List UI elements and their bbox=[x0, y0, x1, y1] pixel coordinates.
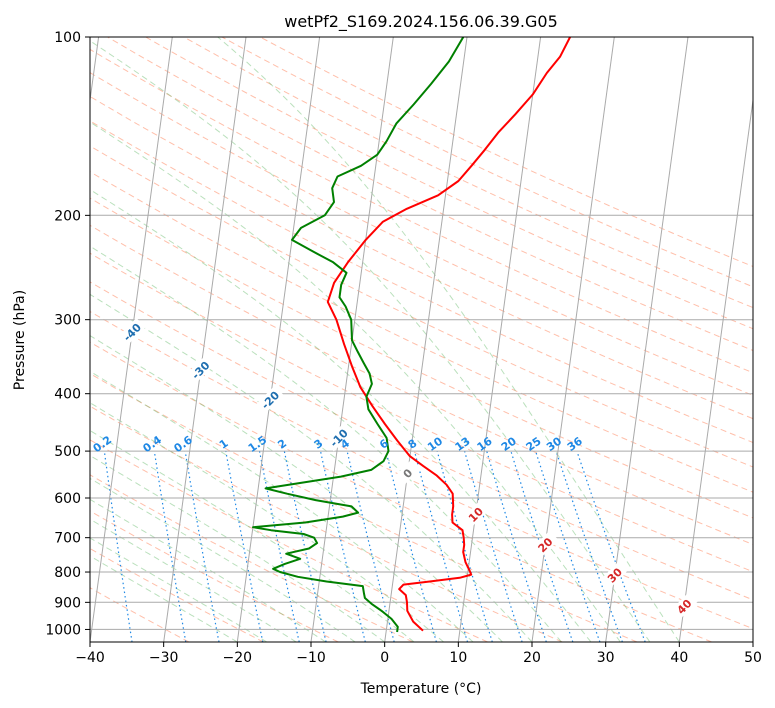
isotherm-line bbox=[457, 37, 542, 642]
x-tick-label: −30 bbox=[149, 650, 179, 666]
isotherm-label-bg bbox=[670, 592, 698, 621]
isotherm-line bbox=[163, 37, 247, 642]
mixing-ratio-line bbox=[184, 451, 220, 642]
dry-adiabat-line bbox=[90, 281, 753, 601]
moist-adiabat-line bbox=[90, 537, 268, 642]
isotherm-label-bg bbox=[600, 561, 629, 589]
isotherm-line bbox=[678, 96, 753, 642]
moist-adiabat-line bbox=[90, 40, 651, 642]
isotherm-label-bg bbox=[186, 355, 215, 384]
mixing-ratio-line bbox=[486, 450, 547, 642]
dry-adiabat-line bbox=[90, 120, 753, 444]
moist-adiabat-line bbox=[90, 518, 297, 642]
y-tick-label: 100 bbox=[54, 30, 81, 46]
x-tick-label: 0 bbox=[380, 650, 389, 666]
dry-adiabat-line bbox=[90, 405, 563, 642]
x-tick-label: 20 bbox=[523, 650, 541, 666]
mixing-ratio-line bbox=[510, 450, 574, 642]
y-tick-label: 500 bbox=[54, 444, 81, 460]
dry-adiabat-line bbox=[145, 37, 753, 330]
moist-adiabat-line bbox=[90, 555, 238, 642]
isotherm-line bbox=[605, 37, 689, 642]
y-tick-label: 900 bbox=[54, 595, 81, 611]
dewpoint-line bbox=[252, 37, 465, 633]
moist-adiabat-line bbox=[90, 245, 562, 642]
moist-adiabat-line bbox=[217, 37, 680, 642]
plot-frame bbox=[89, 36, 754, 643]
dry-adiabat-line bbox=[259, 37, 753, 268]
x-axis-label: Temperature (°C) bbox=[360, 681, 482, 697]
sounding-series bbox=[252, 37, 571, 633]
mixing-ratio-line bbox=[153, 451, 187, 642]
y-tick-label: 300 bbox=[54, 313, 81, 329]
dry-adiabat-line bbox=[90, 95, 753, 420]
y-tick-label: 600 bbox=[54, 491, 81, 507]
dry-adiabat-line bbox=[90, 252, 753, 573]
dry-adiabat-line bbox=[183, 37, 753, 309]
isotherm-label-bg bbox=[324, 423, 353, 452]
y-axis-label: Pressure (hPa) bbox=[12, 290, 28, 390]
y-tick-label: 400 bbox=[54, 387, 81, 403]
x-axis-ticks: −40 −30 −20 −10 0 10 20 30 40 50 bbox=[75, 642, 762, 666]
dry-adiabat-line bbox=[90, 72, 753, 396]
y-axis-ticks: 1000 900 800 700 600 500 400 300 200 100 bbox=[45, 30, 90, 638]
moist-adiabat-line bbox=[90, 454, 385, 642]
isotherm-label-bg bbox=[117, 318, 146, 346]
isotherm-line bbox=[236, 37, 321, 642]
y-tick-label: 200 bbox=[54, 208, 81, 224]
dry-adiabat-line bbox=[90, 171, 753, 493]
temperature-line bbox=[326, 37, 571, 632]
moist-adiabat-line bbox=[90, 121, 621, 642]
isotherm-label-bg bbox=[256, 385, 284, 414]
dry-adiabat-line bbox=[90, 224, 753, 545]
mixing-ratio-line bbox=[385, 450, 437, 642]
x-tick-label: −10 bbox=[296, 650, 326, 666]
x-tick-label: 50 bbox=[744, 650, 762, 666]
moist-adiabat-line bbox=[90, 402, 444, 642]
dry-adiabat-line bbox=[90, 341, 712, 642]
moist-adiabat-line bbox=[90, 293, 533, 642]
moist-adiabat-line bbox=[90, 188, 592, 642]
dry-adiabat-line bbox=[90, 145, 753, 468]
x-tick-label: −40 bbox=[75, 650, 105, 666]
dry-adiabat-line bbox=[221, 37, 753, 288]
mixing-ratio-lines bbox=[103, 450, 646, 642]
isotherm-line bbox=[384, 37, 468, 642]
moist-adiabat-line bbox=[90, 335, 503, 642]
moist-adiabats bbox=[90, 37, 680, 642]
mixing-ratio-line bbox=[464, 450, 523, 642]
x-tick-label: 30 bbox=[597, 650, 615, 666]
x-tick-label: 10 bbox=[449, 650, 467, 666]
y-tick-label: 1000 bbox=[45, 622, 81, 638]
moist-adiabat-line bbox=[90, 477, 356, 642]
dry-adiabat-line bbox=[107, 37, 753, 352]
x-tick-label: 40 bbox=[670, 650, 688, 666]
isotherm-label-bg bbox=[531, 530, 559, 559]
isotherm-label-bg bbox=[461, 500, 490, 529]
dry-adiabat-line bbox=[90, 439, 488, 642]
dry-adiabat-line bbox=[90, 48, 753, 374]
x-tick-label: −20 bbox=[223, 650, 253, 666]
y-tick-label: 700 bbox=[54, 531, 81, 547]
isotherm-label-bg bbox=[393, 459, 422, 487]
mixing-ratio-line bbox=[413, 450, 469, 642]
chart-title: wetPf2_S169.2024.156.06.39.G05 bbox=[284, 12, 558, 32]
y-tick-label: 800 bbox=[54, 565, 81, 581]
